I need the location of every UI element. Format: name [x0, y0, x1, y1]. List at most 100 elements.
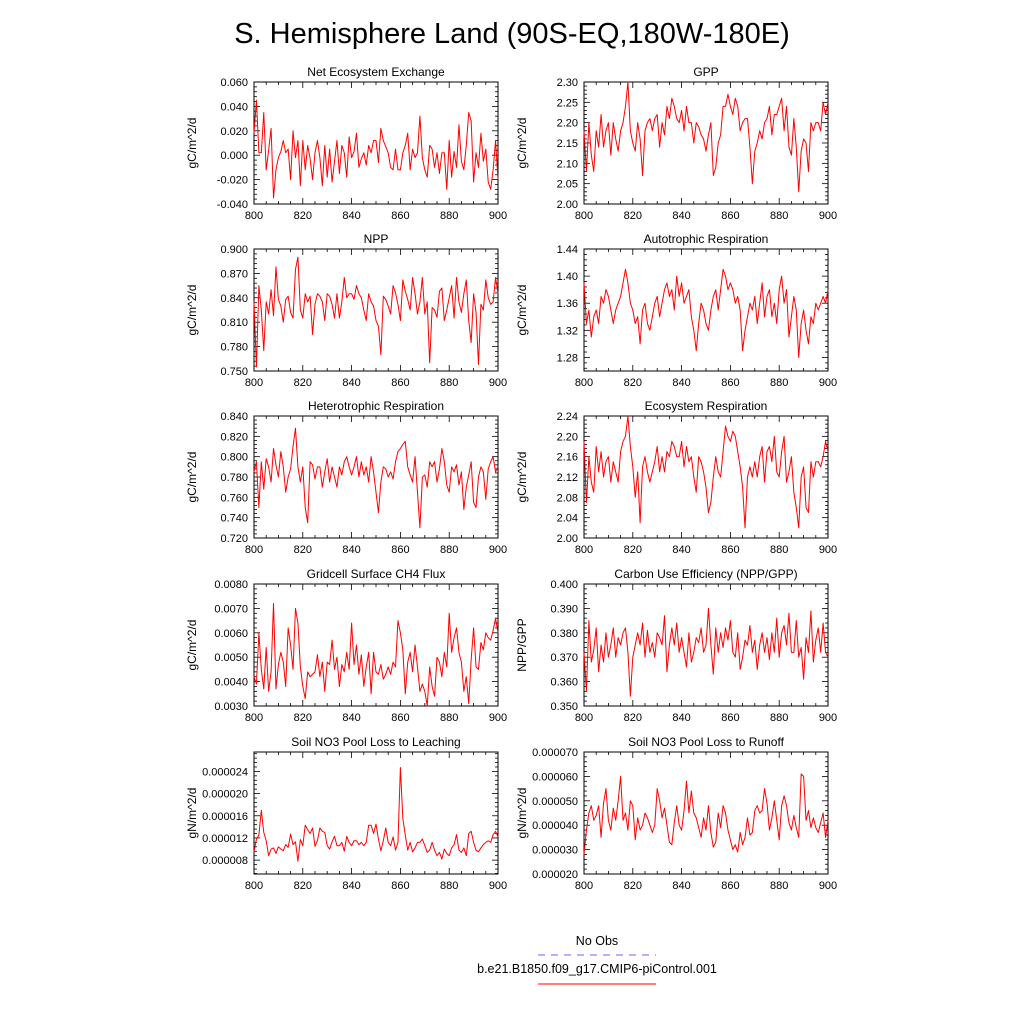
y-tick-label: 1.28	[557, 352, 578, 364]
x-tick-label: 860	[721, 210, 739, 222]
y-tick-label: 0.370	[550, 652, 578, 664]
panel-title: Carbon Use Efficiency (NPP/GPP)	[614, 567, 797, 581]
x-tick-label: 800	[245, 544, 263, 556]
y-tick-label: 0.000070	[532, 747, 578, 759]
y-tick-label: 0.350	[550, 701, 578, 713]
y-tick-label: 2.30	[557, 77, 578, 89]
panel-title: NPP	[364, 232, 389, 246]
y-tick-label: 0.000	[220, 150, 248, 162]
x-tick-label: 800	[575, 377, 593, 389]
x-tick-label: 900	[819, 544, 837, 556]
x-tick-label: 900	[489, 712, 507, 724]
panel-net-ecosystem-exchange: Net Ecosystem Exchange 800 820 840 860 880 900…	[185, 65, 507, 222]
y-tick-label: 0.800	[220, 452, 248, 464]
x-tick-label: 840	[672, 712, 690, 724]
series-line-net-ecosystem-exchange	[253, 99, 499, 199]
y-tick-label: 0.000020	[202, 789, 248, 801]
y-axis-label: gC/m^2/d	[515, 118, 529, 169]
y-tick-label: 0.840	[220, 411, 248, 423]
panel-carbon-use-efficiency-npp-gpp: Carbon Use Efficiency (NPP/GPP) 800 820 840…	[515, 567, 837, 724]
x-tick-label: 860	[391, 377, 409, 389]
panel-autotrophic-respiration: Autotrophic Respiration 800 820 840 860 880 90…	[515, 232, 837, 389]
x-tick-label: 820	[624, 377, 642, 389]
x-tick-label: 880	[770, 712, 788, 724]
x-tick-label: 860	[391, 712, 409, 724]
x-tick-label: 860	[721, 544, 739, 556]
x-tick-label: 840	[672, 880, 690, 892]
y-tick-label: 0.780	[220, 342, 248, 354]
x-tick-label: 820	[624, 880, 642, 892]
x-tick-label: 840	[672, 544, 690, 556]
y-tick-label: 2.20	[557, 431, 578, 443]
y-tick-label: 1.44	[557, 244, 578, 256]
series-line-carbon-use-efficiency-npp-gpp	[583, 607, 829, 697]
x-tick-label: 820	[624, 210, 642, 222]
plot-frame	[583, 751, 829, 875]
x-tick-label: 840	[342, 377, 360, 389]
y-tick-label: 0.040	[220, 101, 248, 113]
series-line-soil-no3-pool-loss-to-leaching	[253, 767, 499, 862]
y-axis-label: gC/m^2/d	[515, 452, 529, 503]
y-tick-label: 0.360	[550, 677, 578, 689]
x-tick-label: 820	[294, 210, 312, 222]
y-tick-label: -0.040	[217, 199, 248, 211]
x-tick-label: 880	[770, 377, 788, 389]
y-tick-label: 0.400	[550, 579, 578, 591]
y-tick-label: 0.0080	[214, 579, 248, 591]
y-tick-label: 2.12	[557, 472, 578, 484]
x-tick-label: 900	[489, 544, 507, 556]
legend-obs-label: No Obs	[576, 934, 618, 948]
figure-title: S. Hemisphere Land (90S-EQ,180W-180E)	[234, 18, 790, 50]
y-tick-label: 0.810	[220, 317, 248, 329]
y-axis-label: gC/m^2/d	[515, 285, 529, 336]
series-line-gpp	[583, 81, 829, 193]
y-tick-label: 0.000016	[202, 811, 248, 823]
y-tick-label: 2.05	[557, 179, 578, 191]
panel-soil-no3-pool-loss-to-runoff: Soil NO3 Pool Loss to Runoff 800 820 840 860…	[515, 735, 837, 892]
panel-npp: NPP 800 820 840 860 880 900 0.750 0.780 0.810 0.84…	[185, 232, 507, 389]
y-tick-label: 2.08	[557, 492, 578, 504]
y-tick-label: 0.000020	[532, 869, 578, 881]
x-tick-label: 800	[575, 880, 593, 892]
panel-title: Soil NO3 Pool Loss to Runoff	[628, 735, 785, 749]
y-tick-label: 2.04	[557, 513, 578, 525]
series-line-npp	[253, 256, 499, 368]
y-axis-label: gC/m^2/d	[185, 452, 199, 503]
series-line-heterotrophic-respiration	[253, 427, 499, 529]
x-tick-label: 800	[575, 544, 593, 556]
x-tick-label: 800	[575, 210, 593, 222]
x-tick-label: 820	[624, 544, 642, 556]
x-tick-label: 900	[489, 880, 507, 892]
panel-ecosystem-respiration: Ecosystem Respiration 800 820 840 860 880 900 2…	[515, 399, 837, 556]
y-tick-label: 0.740	[220, 513, 248, 525]
y-axis-label: gN/m^2/d	[185, 788, 199, 839]
y-tick-label: 0.870	[220, 268, 248, 280]
panels-grid: Net Ecosystem Exchange 800 820 840 860 880 900…	[185, 65, 837, 892]
y-tick-label: 0.000030	[532, 845, 578, 857]
legend-model-label: b.e21.B1850.f09_g17.CMIP6-piControl.001	[477, 962, 717, 976]
panel-title: Ecosystem Respiration	[645, 399, 768, 413]
x-tick-label: 840	[342, 880, 360, 892]
x-tick-label: 840	[342, 210, 360, 222]
panel-title: Heterotrophic Respiration	[308, 399, 444, 413]
x-tick-label: 880	[440, 544, 458, 556]
x-tick-label: 860	[391, 544, 409, 556]
x-tick-label: 820	[294, 880, 312, 892]
x-tick-label: 900	[819, 377, 837, 389]
panel-gridcell-surface-ch4-flux: Gridcell Surface CH4 Flux 800 820 840 860 880…	[185, 567, 507, 724]
y-axis-label: gC/m^2/d	[185, 620, 199, 671]
y-tick-label: 2.20	[557, 118, 578, 130]
y-tick-label: 2.15	[557, 138, 578, 150]
y-tick-label: 2.24	[557, 411, 578, 423]
plot-frame	[253, 751, 499, 875]
x-tick-label: 800	[575, 712, 593, 724]
y-tick-label: 0.020	[220, 126, 248, 138]
x-tick-label: 880	[770, 210, 788, 222]
y-tick-label: 0.000008	[202, 855, 248, 867]
panel-title: GPP	[693, 65, 718, 79]
plot-frame	[583, 81, 829, 205]
y-tick-label: -0.020	[217, 175, 248, 187]
y-tick-label: 0.840	[220, 293, 248, 305]
x-tick-label: 800	[245, 210, 263, 222]
